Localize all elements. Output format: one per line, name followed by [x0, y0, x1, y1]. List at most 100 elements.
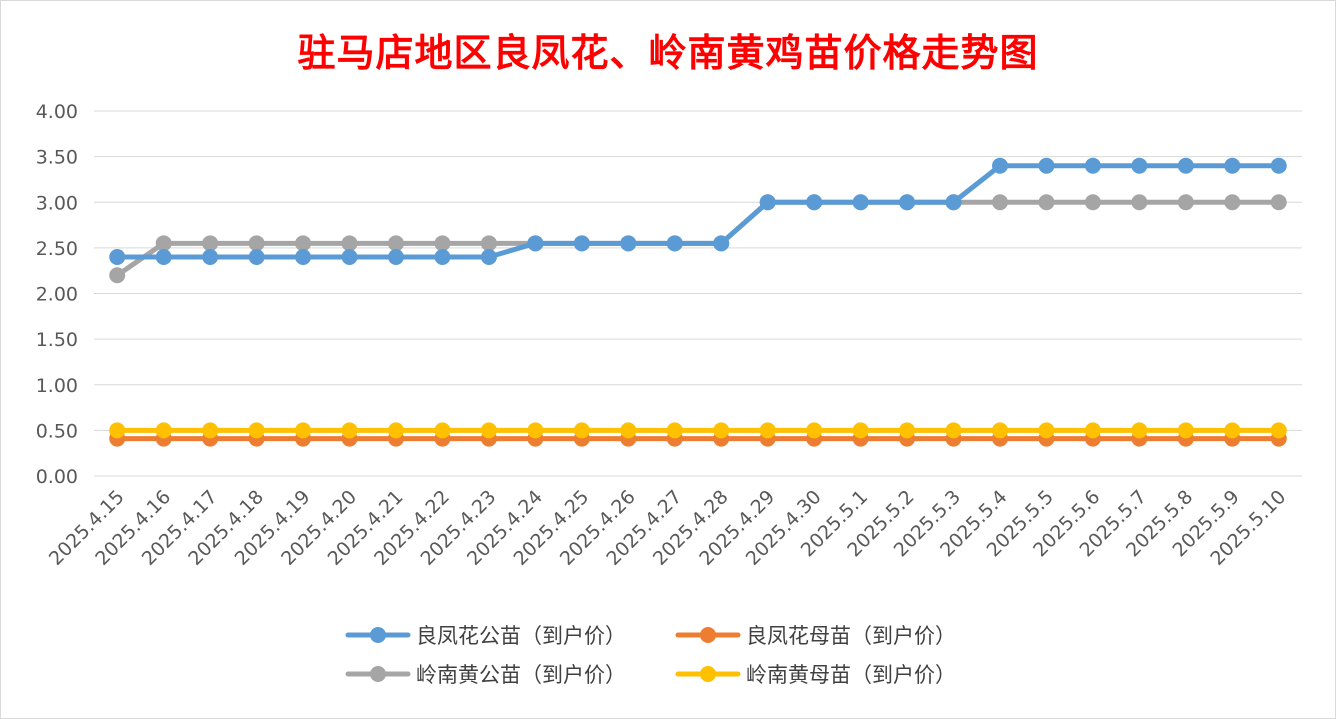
legend-item: 岭南黄母苗（到户价）	[675, 663, 956, 687]
data-point	[202, 235, 219, 252]
data-point	[573, 422, 590, 439]
data-point	[1038, 194, 1055, 211]
data-point	[295, 235, 312, 252]
data-point	[1038, 157, 1055, 174]
data-point	[109, 249, 126, 265]
data-point	[248, 235, 265, 252]
data-point	[1177, 194, 1194, 211]
data-point	[1131, 157, 1148, 174]
data-point	[341, 249, 358, 265]
chart-title: 驻马店地区良凤花、岭南黄鸡苗价格走势图	[297, 30, 1039, 75]
data-point	[295, 249, 312, 265]
data-point	[1131, 422, 1148, 439]
data-point	[852, 422, 869, 439]
data-point	[1084, 157, 1101, 174]
series-line	[114, 199, 1282, 278]
data-point	[388, 422, 404, 439]
data-point	[248, 249, 265, 265]
data-point	[109, 267, 126, 284]
data-point	[945, 422, 962, 439]
legend-label: 岭南黄公苗（到户价）	[416, 663, 626, 687]
legend-item: 良凤花公苗（到户价）	[345, 624, 626, 648]
legend: 良凤花公苗（到户价） 良凤花母苗（到户价） 岭南黄公苗（到户价） 岭南黄母苗（到户价）	[345, 624, 956, 687]
data-point	[295, 422, 312, 439]
data-point	[806, 194, 823, 211]
data-point	[1270, 157, 1287, 174]
data-point	[1177, 157, 1194, 174]
legend-swatch-marker	[700, 666, 716, 682]
legend-item: 岭南黄公苗（到户价）	[345, 663, 626, 687]
data-point	[1224, 422, 1241, 439]
data-point	[434, 249, 451, 265]
data-point	[1038, 422, 1055, 439]
y-tick-label: 2.50	[36, 238, 78, 260]
data-point	[713, 235, 730, 252]
series-0	[109, 157, 1287, 265]
data-point	[202, 422, 219, 439]
data-point	[666, 422, 683, 439]
legend-swatch-marker	[370, 627, 386, 643]
y-tick-label: 0.50	[36, 420, 78, 442]
data-point	[899, 194, 916, 211]
data-point	[434, 235, 451, 252]
series-1	[109, 430, 1287, 447]
legend-swatch-marker	[700, 627, 716, 643]
legend-label: 良凤花公苗（到户价）	[416, 624, 626, 648]
data-point	[945, 194, 962, 211]
data-point	[759, 422, 776, 439]
y-tick-label: 4.00	[36, 101, 78, 123]
data-point	[341, 235, 358, 252]
y-tick-label: 2.00	[36, 284, 78, 306]
data-point	[992, 194, 1008, 211]
data-point	[713, 422, 730, 439]
data-point	[1224, 157, 1241, 174]
y-tick-label: 1.50	[36, 329, 78, 351]
data-point	[899, 422, 916, 439]
data-point	[248, 422, 265, 439]
data-point	[1177, 422, 1194, 439]
y-tick-labels: 0.00 0.50 1.00 1.50 2.00 2.50 3.00 3.50 4.00	[36, 101, 78, 488]
data-point	[992, 422, 1008, 439]
data-point	[620, 235, 637, 252]
data-point	[388, 249, 404, 265]
legend-label: 良凤花母苗（到户价）	[746, 624, 956, 648]
legend-item: 良凤花母苗（到户价）	[675, 624, 956, 648]
data-point	[341, 422, 358, 439]
data-point	[155, 249, 172, 265]
data-point	[388, 235, 404, 252]
x-tick-labels: 2025.4.152025.4.162025.4.172025.4.182025…	[45, 486, 1290, 570]
data-point	[480, 235, 497, 252]
legend-label: 岭南黄母苗（到户价）	[746, 663, 956, 687]
data-point	[573, 235, 590, 252]
data-point	[852, 194, 869, 211]
data-point	[480, 249, 497, 265]
y-tick-label: 1.00	[36, 375, 78, 397]
data-point	[1084, 194, 1101, 211]
series-2	[109, 194, 1287, 284]
y-tick-label: 3.00	[36, 192, 78, 214]
data-point	[434, 422, 451, 439]
data-point	[202, 249, 219, 265]
data-point	[1270, 422, 1287, 439]
data-point	[1270, 194, 1287, 211]
data-point	[480, 422, 497, 439]
data-point	[806, 422, 823, 439]
y-tick-label: 0.00	[36, 466, 78, 488]
data-point	[155, 422, 172, 439]
data-point	[155, 235, 172, 252]
data-point	[1084, 422, 1101, 439]
data-point	[527, 235, 544, 252]
data-point	[109, 422, 126, 439]
data-point	[992, 157, 1008, 174]
legend-swatch-marker	[370, 666, 386, 682]
data-point	[527, 422, 544, 439]
data-point	[666, 235, 683, 252]
y-tick-label: 3.50	[36, 147, 78, 169]
data-point	[759, 194, 776, 211]
data-point	[620, 422, 637, 439]
series-3	[109, 422, 1287, 439]
data-point	[1131, 194, 1148, 211]
data-point	[1224, 194, 1241, 211]
